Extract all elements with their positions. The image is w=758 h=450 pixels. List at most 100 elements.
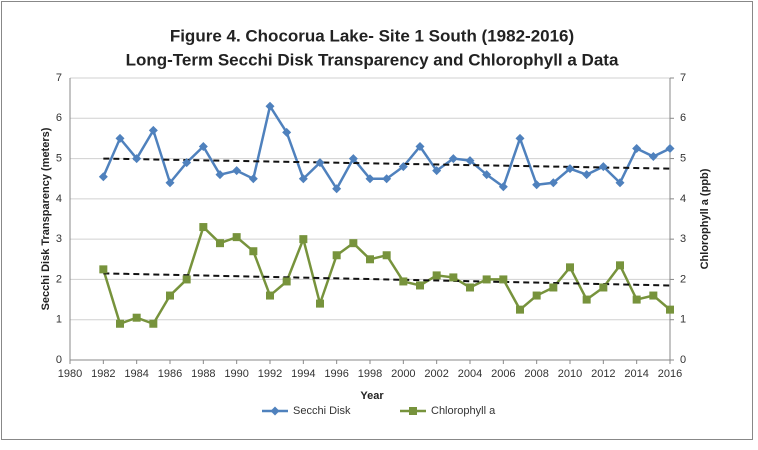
- point: [415, 141, 425, 151]
- point: [466, 283, 474, 292]
- point: [99, 265, 108, 274]
- point: [432, 271, 441, 280]
- point: [448, 154, 458, 164]
- y-tick-label: 7: [56, 72, 62, 84]
- y2-tick-label: 6: [680, 112, 686, 124]
- point: [166, 291, 174, 300]
- point: [615, 178, 625, 188]
- point: [298, 174, 308, 184]
- point: [282, 277, 291, 286]
- point: [465, 156, 475, 166]
- point: [632, 144, 642, 153]
- point: [382, 251, 391, 260]
- point: [165, 178, 175, 188]
- y2-tick-label: 5: [680, 152, 686, 164]
- x-tick-label: 2002: [424, 368, 448, 380]
- point: [416, 281, 424, 290]
- point: [565, 164, 575, 174]
- point: [148, 125, 158, 135]
- point: [482, 170, 492, 180]
- legend-label: Secchi Disk: [293, 405, 351, 417]
- point: [665, 144, 675, 153]
- point: [582, 295, 591, 304]
- point: [316, 299, 324, 308]
- point: [648, 152, 658, 162]
- point: [382, 174, 392, 184]
- x-tick-label: 1984: [124, 368, 148, 380]
- point: [132, 313, 141, 322]
- point: [249, 247, 258, 256]
- point: [366, 255, 374, 264]
- chart-title: Long-Term Secchi Disk Transparency and C…: [126, 50, 619, 69]
- point: [649, 291, 658, 300]
- x-tick-label: 2006: [491, 368, 515, 380]
- x-tick-label: 2008: [524, 368, 548, 380]
- y-tick-label: 5: [56, 152, 62, 164]
- point: [266, 291, 274, 300]
- point: [532, 291, 541, 300]
- point: [616, 261, 624, 270]
- y-axis-title: Secchi Disk Transparency (meters): [40, 127, 52, 310]
- x-tick-label: 2014: [624, 368, 648, 380]
- point: [516, 305, 524, 314]
- chart-title: Figure 4. Chocorua Lake- Site 1 South (1…: [170, 26, 574, 45]
- y2-tick-label: 1: [680, 314, 686, 326]
- y-tick-label: 0: [56, 354, 62, 366]
- point: [666, 305, 674, 314]
- x-tick-label: 1986: [158, 368, 182, 380]
- y2-tick-label: 4: [680, 193, 686, 205]
- x-tick-label: 1994: [291, 368, 315, 380]
- point: [116, 319, 124, 328]
- x-tick-label: 2000: [391, 368, 415, 380]
- point: [348, 154, 358, 164]
- point: [498, 182, 508, 192]
- y2-axis-title: Chlorophyll a (ppb): [699, 168, 711, 269]
- y-tick-label: 1: [56, 314, 62, 326]
- point: [115, 133, 125, 143]
- point: [248, 174, 258, 184]
- point: [216, 239, 224, 248]
- point: [315, 158, 325, 168]
- point: [232, 233, 241, 242]
- point: [98, 172, 108, 182]
- point: [598, 162, 608, 172]
- point: [332, 184, 342, 194]
- point: [182, 275, 191, 284]
- y2-tick-label: 7: [680, 72, 686, 84]
- point: [398, 162, 408, 172]
- y2-tick-label: 2: [680, 273, 686, 285]
- trend-line: [103, 157, 671, 170]
- point: [265, 101, 275, 111]
- point: [515, 133, 525, 143]
- legend-marker: [270, 406, 280, 416]
- point: [449, 273, 458, 282]
- point: [215, 170, 225, 180]
- y2-tick-label: 3: [680, 233, 686, 245]
- x-tick-label: 2016: [658, 368, 682, 380]
- point: [632, 295, 641, 304]
- point: [232, 166, 242, 176]
- point: [532, 180, 542, 190]
- point: [399, 277, 408, 286]
- point: [599, 283, 608, 292]
- x-tick-label: 1998: [358, 368, 382, 380]
- x-tick-label: 1988: [191, 368, 215, 380]
- point: [582, 170, 592, 180]
- point: [566, 263, 574, 272]
- point: [282, 127, 292, 137]
- point: [199, 223, 208, 232]
- point: [182, 158, 192, 168]
- point: [299, 235, 308, 244]
- x-tick-label: 2004: [458, 368, 482, 380]
- point: [549, 283, 558, 292]
- y-tick-label: 6: [56, 112, 62, 124]
- point: [432, 166, 442, 176]
- point: [349, 239, 358, 248]
- legend-label: Chlorophyll a: [431, 405, 496, 417]
- x-tick-label: 1996: [324, 368, 348, 380]
- point: [149, 319, 158, 328]
- point: [365, 174, 375, 184]
- point: [548, 178, 558, 188]
- x-axis-title: Year: [360, 390, 384, 402]
